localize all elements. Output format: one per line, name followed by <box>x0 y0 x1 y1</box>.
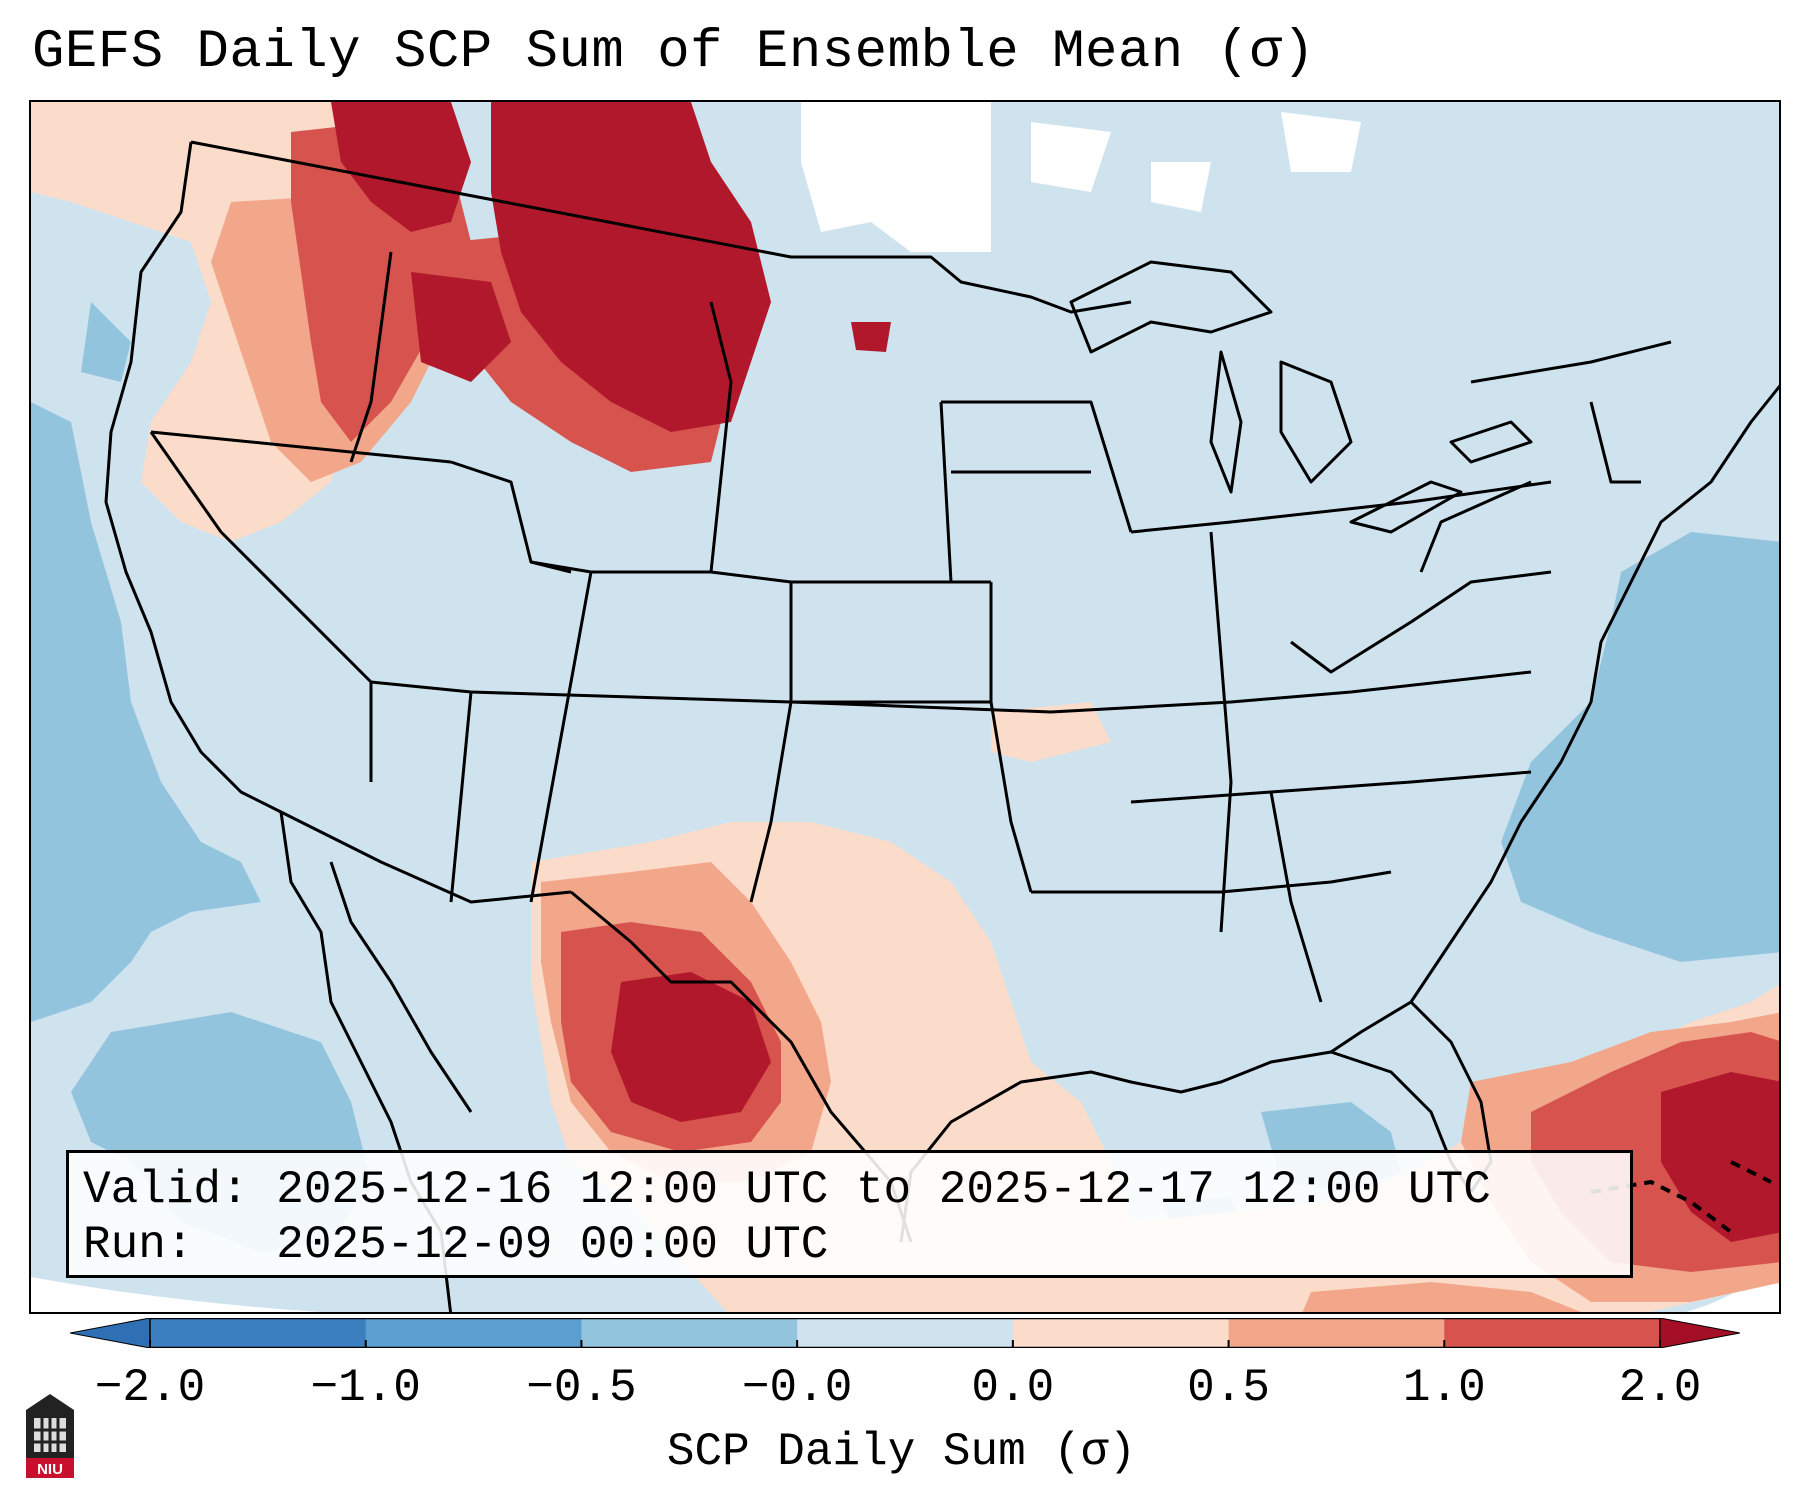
texas-extreme-region <box>611 972 771 1122</box>
us-canada-border <box>190 140 1132 314</box>
colorbar-segment <box>1228 1318 1445 1348</box>
colorbar-segments <box>149 1318 1661 1348</box>
lake-erie <box>1349 480 1463 534</box>
lake-huron <box>1279 360 1353 484</box>
colorbar-tick-label: 1.0 <box>1402 1362 1486 1414</box>
lake-ontario <box>1449 420 1533 464</box>
colorbar-tick-label: −1.0 <box>310 1362 421 1414</box>
boundaries <box>104 140 1779 1312</box>
colorbar-segment <box>1012 1318 1230 1348</box>
colorbar-tick-label: 0.5 <box>1187 1362 1270 1414</box>
map-panel <box>29 100 1781 1314</box>
caribbean-islands <box>1590 1160 1772 1234</box>
canada-white-area-3 <box>1151 162 1211 212</box>
pacific-coastline <box>104 141 453 1312</box>
niu-logo: NIU <box>26 1394 74 1478</box>
gulf-coastline <box>899 1050 1473 1243</box>
idaho-extreme-region <box>411 272 511 382</box>
cuba-medium-region <box>1302 1282 1581 1312</box>
dakota-spot-region <box>851 322 891 352</box>
canada-white-area-4 <box>1281 112 1361 172</box>
colorbar-tick-marks <box>149 1340 1661 1348</box>
colorbar-segment <box>1444 1318 1661 1348</box>
valid-value: 2025-12-16 12:00 UTC to 2025-12-17 12:00… <box>276 1164 1491 1216</box>
colorbar <box>70 1318 1740 1348</box>
below-normal-regions <box>31 302 1779 1252</box>
map-corner-se <box>1686 1264 1779 1312</box>
canada-white-area <box>801 102 991 252</box>
bc-extreme-region <box>331 102 471 232</box>
colorbar-segment <box>150 1318 367 1348</box>
nw-spot-region <box>81 302 131 382</box>
montana-extreme-region <box>491 102 771 432</box>
zero-regions <box>801 102 1361 252</box>
baja-coastline <box>329 861 473 1113</box>
colorbar-segment <box>365 1318 582 1348</box>
us-mexico-border <box>280 810 572 904</box>
ozark-region <box>991 702 1111 762</box>
colorbar-tick-label: −0.0 <box>741 1362 853 1414</box>
chart-title: GEFS Daily SCP Sum of Ensemble Mean (σ) <box>32 22 1316 83</box>
valid-time-box: Valid: 2025-12-16 12:00 UTC to 2025-12-1… <box>66 1150 1633 1278</box>
scp-map <box>31 102 1779 1312</box>
lake-superior <box>1069 260 1273 354</box>
run-value: 2025-12-09 00:00 UTC <box>276 1219 829 1271</box>
caribbean-extreme-region <box>1661 1072 1779 1242</box>
colorbar-segment <box>797 1318 1014 1348</box>
above-normal-extreme-regions <box>331 102 1779 1242</box>
colorbar-tick-label: 0.0 <box>971 1362 1055 1414</box>
colorbar-under-triangle <box>70 1318 151 1348</box>
valid-label: Valid: <box>83 1164 249 1216</box>
map-corner-sw <box>31 1277 320 1312</box>
colorbar-tick-label: −2.0 <box>94 1362 206 1414</box>
colorbar-segment <box>581 1318 798 1348</box>
logo-banner <box>26 1458 74 1478</box>
atlantic-coastline <box>1409 384 1779 1003</box>
pacific-coast-region <box>31 402 261 1022</box>
colorbar-label: SCP Daily Sum (σ) <box>666 1426 1137 1478</box>
atlantic-region <box>1501 532 1779 962</box>
lake-michigan <box>1209 350 1243 494</box>
colorbar-tick-label: 2.0 <box>1618 1362 1702 1414</box>
run-label: Run: <box>83 1219 194 1271</box>
colorbar-over-triangle <box>1659 1318 1740 1348</box>
logo-text: NIU <box>37 1461 63 1478</box>
colorbar-tick-label: −0.5 <box>526 1362 637 1414</box>
canada-white-area-2 <box>1031 122 1111 192</box>
